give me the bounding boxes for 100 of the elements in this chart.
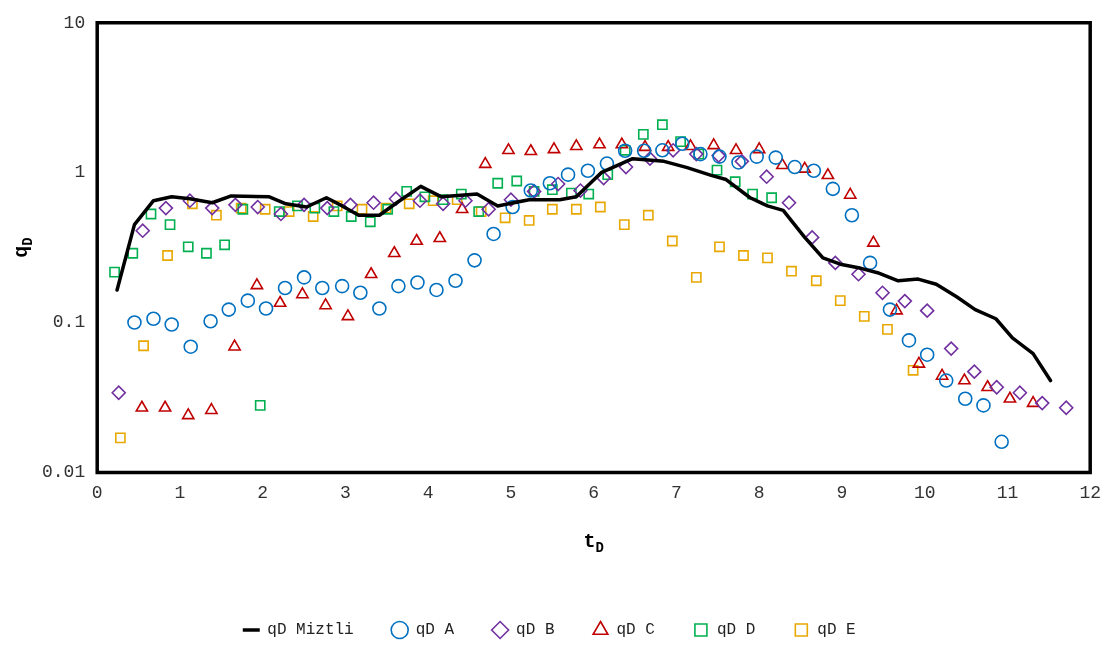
point [935,368,949,381]
point [258,301,274,316]
legend-label: qD Miztli [267,621,354,640]
y-tick-label: 1 [74,162,86,183]
point [401,186,413,197]
point [938,373,954,388]
point [976,398,991,413]
point [731,155,746,170]
point [546,203,558,215]
point [638,139,652,152]
point [981,379,995,392]
point [901,333,917,348]
point [228,197,243,213]
point [546,184,558,196]
point [455,188,467,200]
point [560,167,576,182]
point [433,230,447,243]
point [481,201,496,217]
point [523,215,535,226]
point [615,137,629,149]
point [458,193,473,209]
point [1034,395,1050,411]
point [135,223,151,238]
point [637,129,649,140]
point [602,169,614,181]
point [828,255,843,271]
point [478,156,492,169]
point [183,339,199,354]
point [674,136,690,152]
point [550,176,566,192]
x-tick-label: 2 [257,482,269,503]
legend-label: qD D [716,621,756,640]
point [435,196,451,212]
point [296,197,312,213]
point [798,161,812,173]
point [182,193,198,209]
point [1012,385,1028,401]
point [689,146,704,162]
point [656,119,668,131]
point [127,315,142,330]
point [412,193,428,209]
x-tick-label: 12 [1079,482,1101,503]
legend-label: qD C [616,621,655,640]
point [821,168,835,180]
point [661,139,675,152]
point [486,226,501,242]
point [759,169,774,184]
point [314,280,330,296]
point [109,266,120,278]
point [907,364,919,376]
point [114,432,126,444]
point [524,143,538,156]
point [277,280,293,296]
point [580,163,596,179]
point [714,241,725,253]
point [967,364,982,379]
point [492,177,504,189]
legend-label: qD A [415,621,455,640]
point [766,192,778,204]
point [775,157,789,170]
point [569,138,583,151]
y-axis-title: qD [10,237,36,258]
x-tick-label: 11 [996,482,1019,503]
point [353,285,368,301]
point [250,199,266,215]
point [573,183,588,198]
point [219,239,231,251]
point [334,278,350,294]
point [296,287,309,299]
point [419,191,431,203]
point [259,203,271,215]
point [345,211,357,222]
point [843,187,857,200]
point [834,295,846,307]
point [989,379,1004,395]
point [410,275,425,290]
point [502,143,515,155]
point [882,324,893,335]
point [666,235,678,247]
point [738,250,749,261]
point [356,203,368,215]
point [182,241,194,253]
x-tick-label: 0 [91,482,103,503]
point [292,200,303,212]
point [1026,395,1040,408]
point [240,293,256,308]
point [1003,391,1017,403]
point [307,211,319,222]
point [319,200,335,216]
point [787,159,803,175]
point [919,303,935,318]
point [427,195,439,207]
point [138,340,149,352]
point [618,219,630,231]
point [957,373,971,385]
point [890,303,903,315]
point [655,143,670,158]
x-tick-label: 10 [913,482,936,503]
x-tick-label: 6 [588,482,600,503]
point [158,200,174,216]
